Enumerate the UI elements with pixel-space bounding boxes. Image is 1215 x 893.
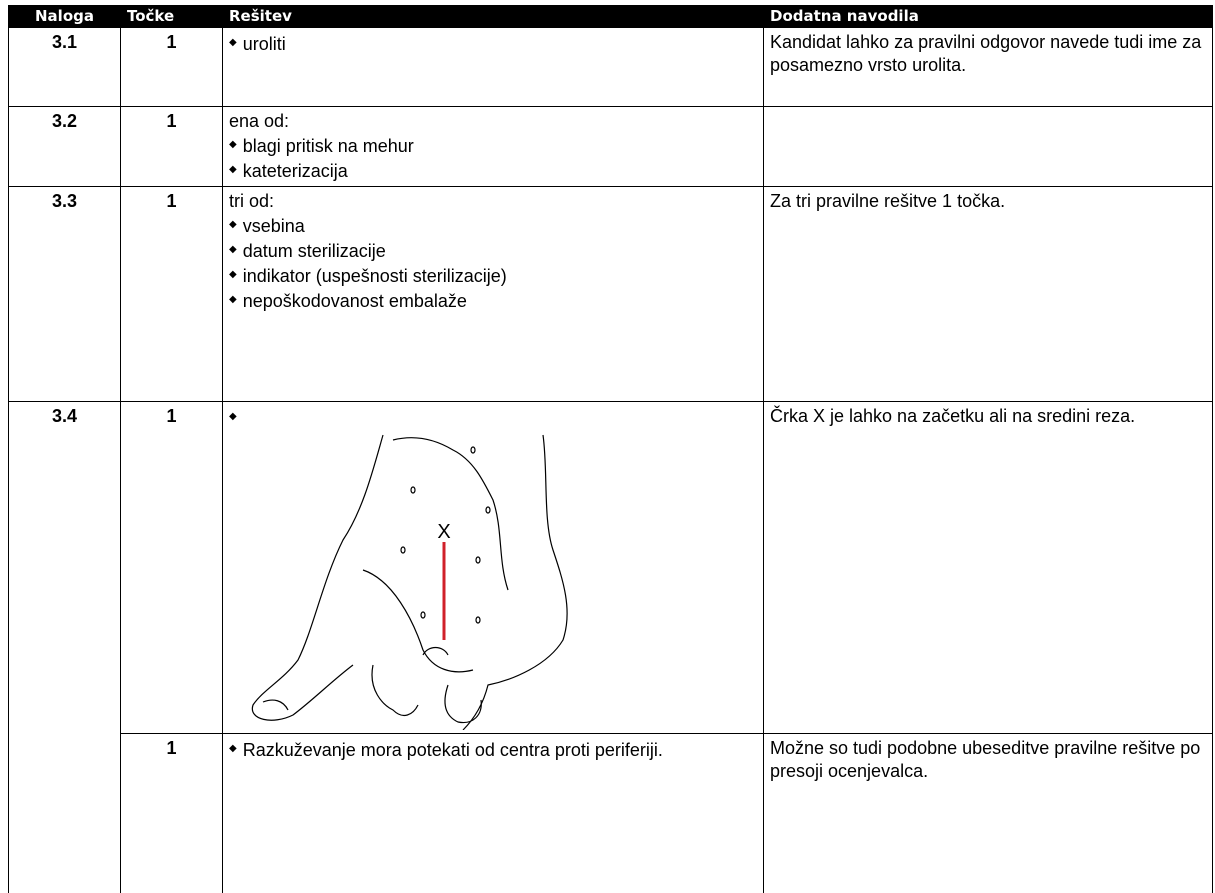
- solution-intro: ena od:: [229, 111, 290, 131]
- points-cell: 1: [120, 401, 223, 734]
- solution-text: Razkuževanje mora potekati od centra pro…: [242, 740, 663, 760]
- table-row: 3.1 1 ◆ uroliti Kandidat lahko za pravilni o…: [8, 27, 1213, 107]
- bullet: ◆: [229, 164, 237, 175]
- task-cell: 3.4: [8, 401, 121, 893]
- task-cell: 3.3: [8, 186, 121, 402]
- bullet: ◆: [229, 743, 237, 754]
- bullet: ◆: [229, 269, 237, 280]
- table-row: 3.3 1 tri od: ◆ vsebina ◆ datum sterilizacije ◆…: [8, 186, 1213, 402]
- solution-text: indikator (uspešnosti sterilizacije): [242, 266, 507, 286]
- bullet: ◆: [229, 219, 237, 230]
- table-row: 1 ◆ Razkuževanje mora potekati od centra p…: [9, 733, 1213, 893]
- solution-item: ◆ indikator (uspešnosti sterilizacije): [229, 263, 757, 288]
- header-cell: Dodatna navodila: [763, 5, 1213, 28]
- header-cell: Rešitev: [222, 5, 764, 28]
- table-row: 3.2 1 ena od: ◆ blagi pritisk na mehur ◆ katet…: [8, 106, 1213, 187]
- solution-item: ◆ uroliti: [229, 31, 757, 56]
- solution-cell: ◆ Razkuževanje mora potekati od centra pr…: [222, 733, 764, 893]
- solution-item: ◆ kateterizacija: [229, 158, 757, 183]
- bullet: ◆: [229, 244, 237, 255]
- solution-text: nepoškodovanost embalaže: [242, 291, 467, 311]
- solution-cell: ◆ uroliti: [222, 27, 764, 107]
- notes-cell: Črka X je lahko na začetku ali na sredin…: [763, 401, 1213, 734]
- notes-cell: Kandidat lahko za pravilni odgovor naved…: [763, 27, 1213, 107]
- answer-table-wrap: Naloga Točke Rešitev Dodatna navodila 3.1 1 ◆…: [8, 5, 1213, 893]
- dog-illustration: X: [251, 434, 568, 730]
- points-cell: 1: [120, 733, 223, 893]
- header-cell: Točke: [120, 5, 223, 28]
- solution-text: kateterizacija: [242, 161, 348, 181]
- solution-cell: ◆ X: [222, 401, 764, 734]
- solution-text: datum sterilizacije: [242, 241, 386, 261]
- dog-outline: [251, 434, 568, 730]
- solution-item: ◆ vsebina: [229, 213, 757, 238]
- solution-item: ◆ datum sterilizacije: [229, 238, 757, 263]
- points-cell: 1: [120, 106, 223, 187]
- header-row: Naloga Točke Rešitev Dodatna navodila: [8, 5, 1213, 28]
- solution-item: ◆ nepoškodovanost embalaže: [229, 288, 757, 313]
- bullet: ◆: [229, 37, 237, 48]
- solution-item: ◆ Razkuževanje mora potekati od centra pr…: [229, 737, 757, 762]
- figure-label: X: [437, 521, 450, 543]
- solution-item: ◆ blagi pritisk na mehur: [229, 133, 757, 158]
- solution-text: blagi pritisk na mehur: [242, 136, 414, 156]
- solution-text: uroliti: [242, 34, 286, 54]
- bullet: ◆: [229, 139, 237, 150]
- solution-intro: tri od:: [229, 191, 275, 211]
- bullet: ◆: [229, 294, 237, 305]
- points-cell: 1: [120, 27, 223, 107]
- solution-cell: tri od: ◆ vsebina ◆ datum sterilizacije ◆ indi…: [222, 186, 764, 402]
- points-cell: 1: [120, 186, 223, 402]
- solution-text: vsebina: [242, 216, 305, 236]
- task-cell: 3.2: [8, 106, 121, 187]
- header-cell: Naloga: [8, 5, 121, 28]
- notes-cell: Za tri pravilne rešitve 1 točka.: [763, 186, 1213, 402]
- notes-cell: Možne so tudi podobne ubeseditve praviln…: [763, 733, 1213, 893]
- solution-cell: ena od: ◆ blagi pritisk na mehur ◆ kateteriz…: [222, 106, 764, 187]
- answer-table: Naloga Točke Rešitev Dodatna navodila 3.1 1 ◆…: [8, 5, 1213, 893]
- bullet: ◆: [229, 411, 237, 422]
- table-row: 3.4 1 ◆ X Črka X je lahko na začetku ali na …: [8, 401, 1213, 893]
- task-cell: 3.1: [8, 27, 121, 107]
- notes-cell: [763, 106, 1213, 187]
